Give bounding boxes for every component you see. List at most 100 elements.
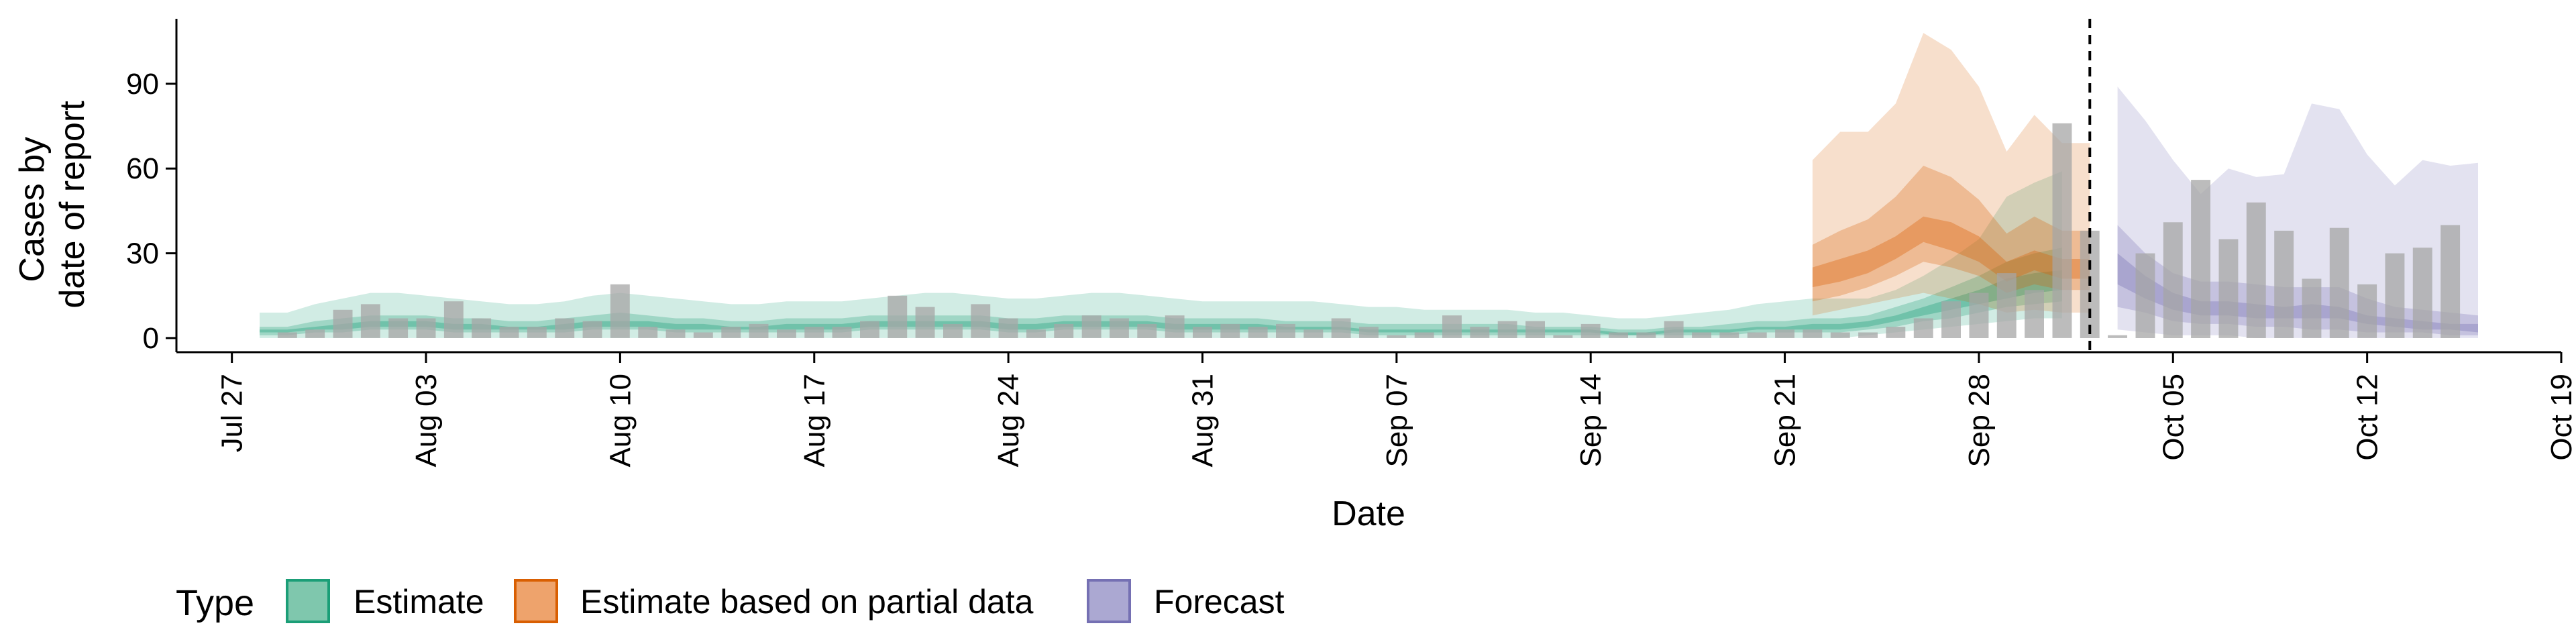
bar-63	[2025, 290, 2044, 338]
bar-9	[527, 327, 547, 338]
x-tick-label-7: Sep 14	[1574, 374, 1607, 467]
y-tick-label-90: 90	[126, 68, 159, 101]
x-tick-label-0: Jul 27	[216, 374, 249, 452]
bar-26	[998, 318, 1018, 338]
bar-77	[2412, 248, 2432, 338]
bar-60	[1941, 301, 1961, 338]
x-tick-label-10: Oct 05	[2157, 374, 2190, 461]
ribbon-estimate-based-on-partial-data-ci90	[1812, 33, 2090, 316]
bar-57	[1858, 332, 1878, 338]
y-axis-title-line-1: Cases by	[13, 137, 52, 282]
bar-74	[2329, 227, 2349, 338]
x-tick-label-2: Aug 10	[604, 374, 637, 467]
legend-label-partial: Estimate based on partial data	[580, 583, 1034, 621]
ribbon-estimate-ci50	[260, 248, 2062, 335]
bar-70	[2218, 239, 2239, 338]
bar-62	[1996, 273, 2017, 338]
bar-38	[1331, 318, 1351, 338]
x-tick-label-3: Aug 17	[798, 374, 831, 467]
y-tick-label-60: 60	[126, 152, 159, 185]
bar-5	[416, 318, 436, 338]
bar-24	[943, 323, 963, 338]
bar-15	[693, 332, 713, 338]
bar-49	[1636, 332, 1656, 338]
legend-label-forecast: Forecast	[1154, 583, 1285, 621]
bar-58	[1886, 327, 1906, 338]
bars-layer	[277, 123, 2461, 338]
bar-32	[1165, 315, 1185, 338]
y-tick-label-30: 30	[126, 237, 159, 270]
legend-key-estimate	[286, 579, 330, 623]
x-tick-label-5: Aug 31	[1187, 374, 1220, 467]
bar-64	[2052, 123, 2072, 338]
y-ticks: 0 30 60 90	[126, 68, 176, 355]
x-axis-title: Date	[1332, 494, 1405, 533]
bar-10	[555, 318, 575, 338]
x-tick-label-12: Oct 19	[2545, 374, 2576, 461]
bar-4	[388, 318, 409, 338]
bar-73	[2302, 278, 2322, 338]
y-axis-title-line-2: date of report	[53, 101, 92, 309]
x-tick-label-6: Sep 07	[1381, 374, 1413, 467]
bar-40	[1387, 335, 1407, 338]
bar-52	[1719, 332, 1739, 338]
bar-14	[665, 329, 686, 338]
x-tick-label-9: Sep 28	[1963, 374, 1996, 467]
bar-34	[1220, 323, 1240, 338]
x-ticks: Jul 27 Aug 03 Aug 10 Aug 17 Aug 24 Aug 31 Sep …	[216, 352, 2576, 467]
bar-27	[1026, 329, 1046, 338]
y-axis-title: Cases by date of report	[13, 101, 92, 309]
bar-56	[1830, 332, 1850, 338]
ribbon-estimate-based-on-partial-data-ci20	[1812, 216, 2090, 288]
bar-21	[860, 321, 879, 338]
bar-72	[2274, 230, 2294, 338]
legend-label-estimate: Estimate	[354, 583, 484, 621]
bar-66	[2108, 335, 2127, 338]
legend-key-forecast	[1087, 579, 1131, 623]
bar-46	[1553, 335, 1573, 338]
x-tick-label-11: Oct 12	[2351, 374, 2384, 461]
bar-39	[1359, 327, 1379, 338]
bar-75	[2357, 284, 2377, 338]
bar-2	[333, 309, 353, 338]
plot-area	[260, 19, 2478, 352]
bar-42	[1442, 315, 1462, 338]
bar-16	[721, 327, 741, 338]
bar-68	[2163, 222, 2183, 338]
bar-51	[1692, 332, 1711, 338]
x-tick-label-1: Aug 03	[410, 374, 443, 467]
bar-59	[1913, 318, 1933, 338]
bar-23	[915, 307, 935, 338]
bar-71	[2246, 202, 2266, 338]
bar-35	[1248, 327, 1268, 338]
bar-31	[1137, 323, 1157, 338]
bar-48	[1609, 332, 1628, 338]
ribbon-estimate-ci90	[260, 171, 2062, 338]
bar-36	[1276, 323, 1295, 338]
bar-30	[1110, 318, 1129, 338]
bar-1	[305, 329, 325, 338]
bar-37	[1303, 329, 1324, 338]
x-tick-label-8: Sep 21	[1769, 374, 1802, 467]
legend-title: Type	[176, 583, 254, 623]
bar-7	[472, 318, 492, 338]
bar-13	[638, 327, 658, 338]
ribbon-estimate-based-on-partial-data-ci50	[1812, 166, 2090, 302]
bar-78	[2440, 225, 2461, 338]
bar-6	[443, 301, 464, 338]
bar-76	[2385, 253, 2405, 338]
bar-28	[1054, 323, 1074, 338]
bar-11	[582, 321, 602, 338]
bar-8	[499, 327, 519, 338]
bar-61	[1969, 292, 1989, 338]
bar-0	[277, 332, 297, 338]
bar-43	[1470, 327, 1490, 338]
bar-69	[2191, 180, 2210, 338]
y-tick-label-0: 0	[143, 322, 159, 355]
bar-22	[888, 295, 908, 338]
bar-25	[971, 304, 991, 338]
bar-55	[1803, 329, 1823, 338]
bar-3	[360, 304, 380, 338]
bar-17	[749, 323, 769, 338]
bar-44	[1497, 321, 1517, 338]
